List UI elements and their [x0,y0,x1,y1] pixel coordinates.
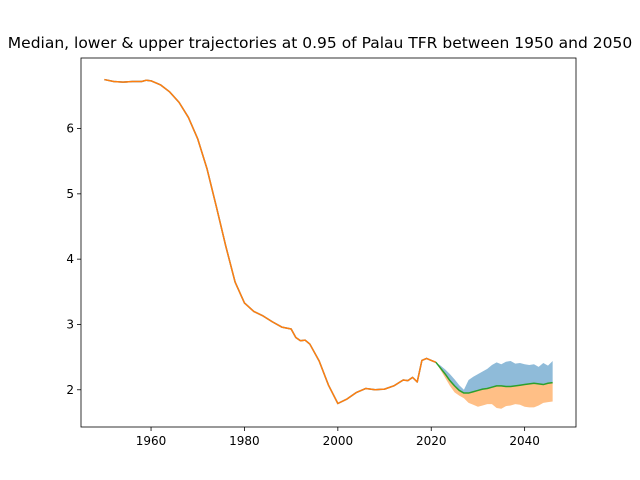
x-tick-label: 1960 [136,434,167,448]
x-axis: 1960 1980 2000 2020 2040 [136,427,540,448]
lower-band [435,362,553,409]
y-axis: 2 3 4 5 6 [66,122,81,397]
y-tick-label: 5 [66,187,74,201]
history-line [104,78,437,405]
median-line [435,361,553,394]
y-tick-label: 3 [66,317,74,331]
upper-band [435,361,553,394]
y-tick-label: 2 [66,383,74,397]
x-tick-label: 2020 [416,434,447,448]
y-tick-label: 6 [66,122,74,136]
chart-title: Median, lower & upper trajectories at 0.… [7,34,633,52]
confidence-bands [435,361,553,409]
x-tick-label: 2040 [509,434,540,448]
trajectory-lines [104,78,553,405]
x-tick-label: 2000 [323,434,354,448]
x-tick-label: 1980 [229,434,260,448]
y-tick-label: 4 [66,252,74,266]
history-line-overlay [104,78,437,405]
plot-frame [80,57,577,428]
